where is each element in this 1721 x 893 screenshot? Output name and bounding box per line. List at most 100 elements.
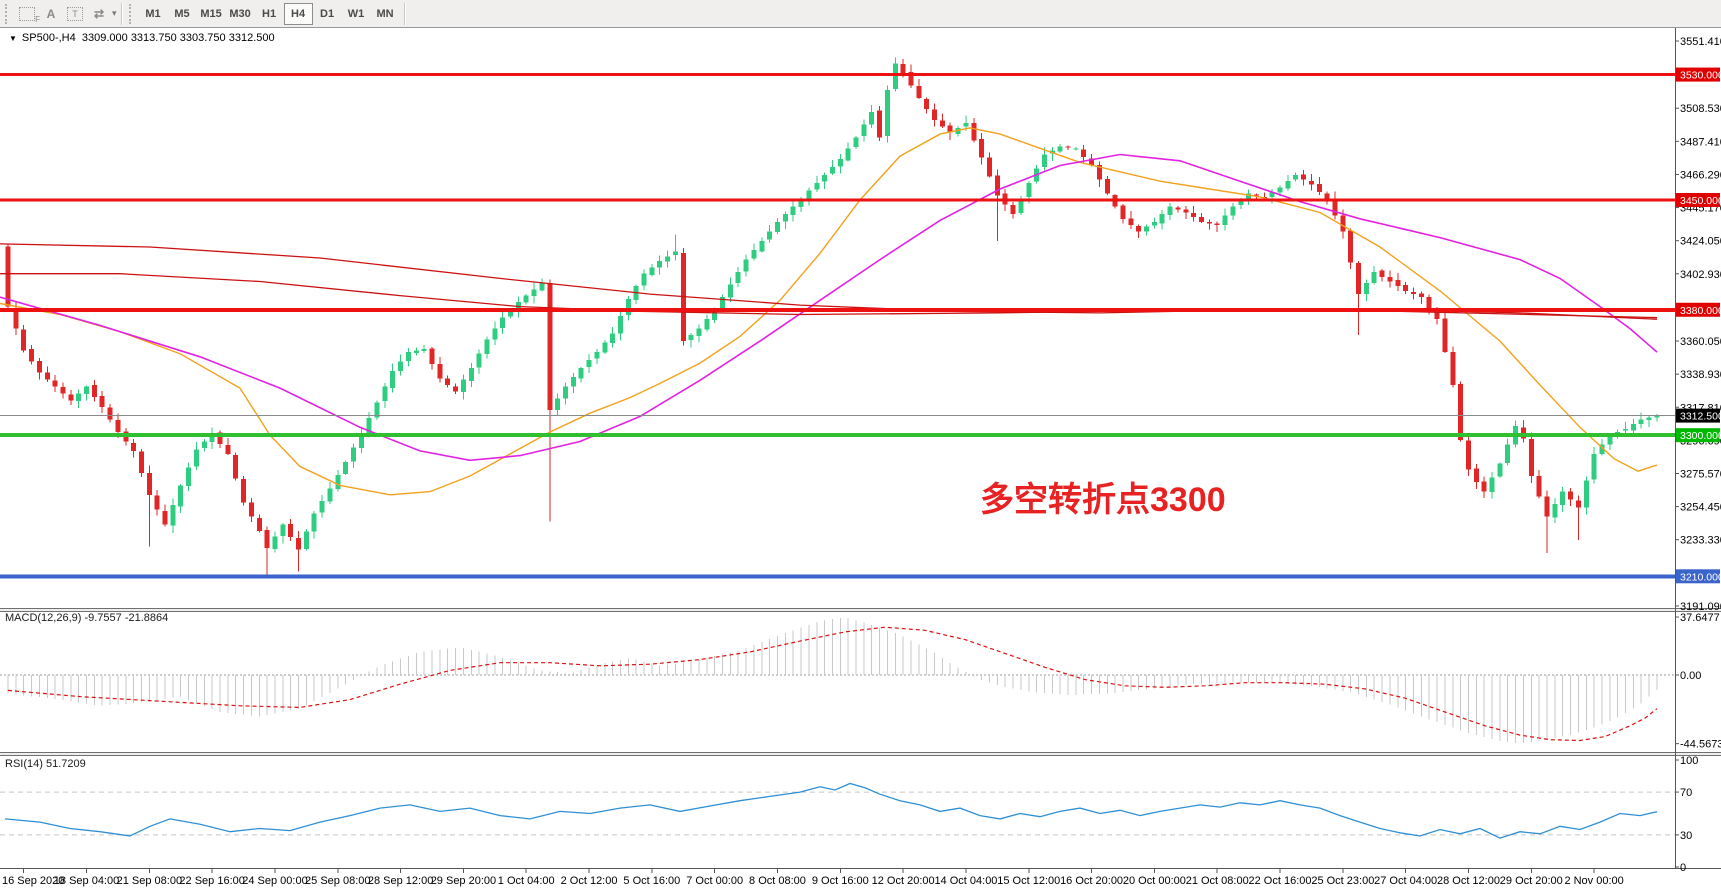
svg-text:-44.5673: -44.5673 bbox=[1680, 739, 1721, 751]
drawing-tools-group: F A T ⇄ ▾ bbox=[15, 2, 117, 26]
svg-text:3338.930: 3338.930 bbox=[1680, 369, 1721, 381]
svg-text:22 Oct 16:00: 22 Oct 16:00 bbox=[1249, 875, 1312, 887]
rsi-indicator-label: RSI(14) 51.7209 bbox=[5, 758, 86, 770]
price-badge-3300.000 bbox=[1676, 428, 1720, 443]
svg-text:3380.000: 3380.000 bbox=[1680, 305, 1721, 317]
ohlc-high: 3313.750 bbox=[130, 32, 177, 44]
toolbar-separator bbox=[120, 2, 123, 25]
macd-panel: 37.6477 0.00 -44.5673 bbox=[0, 612, 1721, 751]
macd-indicator-label: MACD(12,26,9) -9.7557 -21.8864 bbox=[5, 612, 169, 624]
toolbar-separator-2 bbox=[403, 2, 406, 25]
macd-signal-line bbox=[7, 626, 1658, 742]
timeframe-button-M30[interactable]: M30 bbox=[229, 7, 251, 20]
svg-text:2 Oct 12:00: 2 Oct 12:00 bbox=[561, 875, 618, 887]
ma-fast-orange bbox=[0, 127, 1658, 496]
svg-text:21 Sep 08:00: 21 Sep 08:00 bbox=[117, 875, 182, 887]
svg-text:29 Oct 20:00: 29 Oct 20:00 bbox=[1500, 875, 1563, 887]
svg-text:8 Oct 08:00: 8 Oct 08:00 bbox=[749, 875, 806, 887]
svg-text:14 Oct 04:00: 14 Oct 04:00 bbox=[934, 875, 997, 887]
grid-font-icon[interactable]: F bbox=[15, 2, 40, 26]
panel-borders bbox=[0, 28, 1721, 869]
dropdown-caret-icon[interactable]: ▾ bbox=[112, 8, 117, 18]
svg-text:24 Sep 00:00: 24 Sep 00:00 bbox=[242, 875, 307, 887]
svg-text:21 Oct 08:00: 21 Oct 08:00 bbox=[1186, 875, 1249, 887]
ohlc-close: 3312.500 bbox=[228, 32, 275, 44]
timeframe-button-M5[interactable]: M5 bbox=[174, 7, 190, 20]
ohlc-open: 3309.000 bbox=[81, 32, 128, 44]
svg-text:30: 30 bbox=[1680, 830, 1692, 842]
price-axis[interactable]: 3551.4103508.5303487.4103466.2903445.170… bbox=[1675, 36, 1721, 613]
text-label-icon[interactable]: A bbox=[46, 6, 56, 21]
horizontal-price-lines[interactable] bbox=[0, 73, 1675, 579]
svg-text:2 Nov 00:00: 2 Nov 00:00 bbox=[1564, 875, 1623, 887]
candlestick-series bbox=[5, 57, 1660, 578]
svg-text:70: 70 bbox=[1680, 787, 1692, 799]
svg-text:3466.290: 3466.290 bbox=[1680, 169, 1721, 181]
price-badge-3530.000 bbox=[1676, 67, 1720, 82]
svg-text:100: 100 bbox=[1680, 755, 1698, 767]
svg-text:3300.000: 3300.000 bbox=[1680, 430, 1721, 442]
svg-text:25 Sep 08:00: 25 Sep 08:00 bbox=[305, 875, 370, 887]
timeframe-button-MN[interactable]: MN bbox=[376, 7, 394, 20]
svg-text:3508.530: 3508.530 bbox=[1680, 103, 1721, 115]
svg-text:3312.500: 3312.500 bbox=[1680, 411, 1721, 423]
price-badge-3380.000 bbox=[1676, 302, 1720, 317]
rsi-line bbox=[4, 782, 1658, 839]
svg-text:3450.000: 3450.000 bbox=[1680, 195, 1721, 207]
svg-text:3254.450: 3254.450 bbox=[1680, 502, 1721, 514]
timeframe-button-H4[interactable]: H4 bbox=[283, 2, 313, 25]
svg-text:18 Sep 04:00: 18 Sep 04:00 bbox=[54, 875, 119, 887]
svg-text:29 Sep 20:00: 29 Sep 20:00 bbox=[431, 875, 496, 887]
symbol-name: SP500-,H4 bbox=[21, 32, 76, 44]
svg-text:3233.330: 3233.330 bbox=[1680, 535, 1721, 547]
timeframe-button-H1[interactable]: H1 bbox=[262, 7, 277, 20]
price-badge-3450.000 bbox=[1676, 193, 1720, 208]
svg-text:15 Oct 12:00: 15 Oct 12:00 bbox=[997, 875, 1060, 887]
svg-text:0.00: 0.00 bbox=[1680, 670, 1701, 682]
svg-text:0: 0 bbox=[1680, 862, 1686, 874]
rsi-panel: 100 70 30 0 bbox=[0, 755, 1698, 874]
svg-text:7 Oct 00:00: 7 Oct 00:00 bbox=[686, 875, 743, 887]
toolbar-grip-2[interactable] bbox=[128, 3, 135, 24]
timeframe-toolbar: M1 M5 M15 M30 H1 H4 D1 W1 MN bbox=[139, 2, 400, 25]
svg-text:3210.000: 3210.000 bbox=[1680, 571, 1721, 583]
svg-text:25 Oct 23:00: 25 Oct 23:00 bbox=[1311, 875, 1374, 887]
timeframe-button-D1[interactable]: D1 bbox=[320, 7, 335, 20]
svg-text:27 Oct 04:00: 27 Oct 04:00 bbox=[1374, 875, 1437, 887]
ohlc-low: 3303.750 bbox=[179, 32, 226, 44]
svg-text:20 Oct 00:00: 20 Oct 00:00 bbox=[1123, 875, 1186, 887]
ma-slow-magenta bbox=[0, 153, 1658, 462]
timeframe-button-M15[interactable]: M15 bbox=[200, 7, 222, 20]
svg-text:3275.570: 3275.570 bbox=[1680, 468, 1721, 480]
svg-text:1 Oct 04:00: 1 Oct 04:00 bbox=[498, 875, 555, 887]
svg-text:3530.000: 3530.000 bbox=[1680, 70, 1721, 82]
svg-text:3487.410: 3487.410 bbox=[1680, 136, 1721, 148]
price-badge-3312.500 bbox=[1676, 408, 1720, 423]
svg-text:3424.050: 3424.050 bbox=[1680, 236, 1721, 248]
cursor-arrows-icon[interactable]: ⇄ bbox=[93, 6, 105, 21]
svg-text:28 Oct 12:00: 28 Oct 12:00 bbox=[1437, 875, 1500, 887]
svg-text:16 Oct 20:00: 16 Oct 20:00 bbox=[1060, 875, 1123, 887]
collapse-arrow-icon[interactable]: ▼ bbox=[9, 34, 17, 43]
toolbar: F A T ⇄ ▾ M1 M5 M15 M30 H1 H4 D1 W1 MN bbox=[0, 0, 1721, 28]
toolbar-grip[interactable] bbox=[5, 3, 11, 24]
symbol-header: ▼ SP500-,H4 3309.000 3313.750 3303.750 33… bbox=[9, 32, 275, 44]
price-badge-3210.000 bbox=[1676, 569, 1720, 584]
svg-text:3402.930: 3402.930 bbox=[1680, 269, 1721, 281]
svg-text:3360.050: 3360.050 bbox=[1680, 336, 1721, 348]
chart-text-annotation[interactable]: 多空转折点3300 bbox=[980, 481, 1226, 519]
svg-text:37.6477: 37.6477 bbox=[1680, 612, 1720, 624]
svg-text:12 Oct 20:00: 12 Oct 20:00 bbox=[872, 875, 935, 887]
timeframe-button-W1[interactable]: W1 bbox=[347, 7, 365, 20]
macd-histogram bbox=[7, 617, 1658, 744]
svg-text:9 Oct 16:00: 9 Oct 16:00 bbox=[812, 875, 869, 887]
timeframe-button-M1[interactable]: M1 bbox=[145, 7, 161, 20]
svg-text:5 Oct 16:00: 5 Oct 16:00 bbox=[623, 875, 680, 887]
svg-text:28 Sep 12:00: 28 Sep 12:00 bbox=[368, 875, 433, 887]
svg-text:16 Sep 2020: 16 Sep 2020 bbox=[2, 875, 64, 887]
text-box-icon[interactable]: T bbox=[63, 2, 87, 26]
svg-text:22 Sep 16:00: 22 Sep 16:00 bbox=[179, 875, 244, 887]
